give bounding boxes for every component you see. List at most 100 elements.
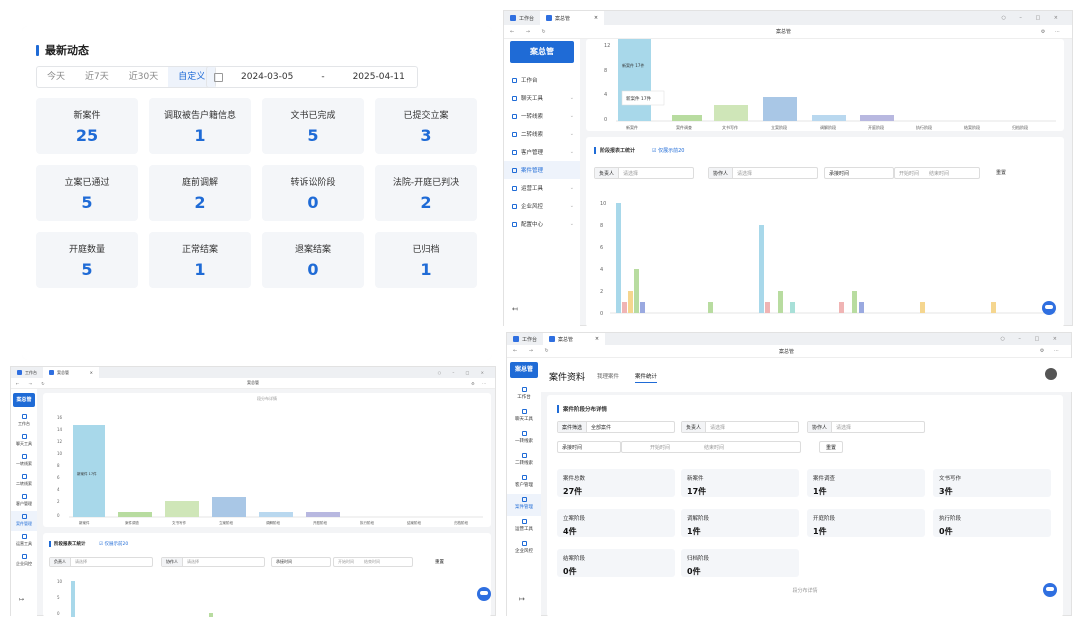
bar-investigation[interactable] [672, 115, 702, 121]
time-range-picker[interactable]: 开始时间 结束时间 [333, 557, 413, 567]
kpi-card[interactable]: 调取被告户籍信息 1 [149, 98, 251, 154]
case-filter-select[interactable]: 案件筛选 全部案件 [557, 421, 675, 433]
tab-workbench[interactable]: 工作台 [11, 367, 43, 378]
kpi-card[interactable]: 退案结案 0 [262, 232, 364, 288]
settings-more-icon[interactable]: ⚙ ⋯ [1039, 348, 1063, 354]
back-forward-reload-icon[interactable]: ← → ↻ [513, 348, 554, 354]
bar-new-case[interactable] [73, 425, 105, 517]
sidebar-item-config[interactable]: 配置中心 ⌄ [504, 215, 580, 233]
bar[interactable] [622, 302, 627, 313]
bar-filing[interactable] [212, 497, 246, 517]
top20-checkbox[interactable]: ☑ 仅展示前20 [99, 541, 128, 547]
sidebar-item-lead2[interactable]: 二转线索 [11, 471, 37, 491]
collapse-icon[interactable]: ↤ [512, 305, 518, 313]
kpi-card[interactable]: 已提交立案 3 [375, 98, 477, 154]
bar-writing[interactable] [165, 501, 199, 517]
sidebar-item-workbench[interactable]: 工作台 [504, 71, 580, 89]
avatar[interactable] [1045, 368, 1057, 380]
bar[interactable] [991, 302, 996, 313]
bar[interactable] [616, 203, 621, 313]
bar[interactable] [634, 269, 639, 313]
bar[interactable] [759, 225, 764, 313]
time-type-select[interactable]: 承接时间 [271, 557, 331, 567]
kpi-card[interactable]: 法院-开庭已判决 2 [375, 165, 477, 221]
tab-case-stats[interactable]: 案件统计 [635, 372, 658, 383]
sidebar-item-ops[interactable]: 运营工具 [507, 516, 541, 538]
bar[interactable] [790, 302, 795, 313]
assist-select[interactable]: 协作人 请选择 [807, 421, 925, 433]
sidebar-item-lead2[interactable]: 二转线索 ⌄ [504, 125, 580, 143]
tab-custom[interactable]: 自定义 [168, 67, 216, 87]
assist-select[interactable]: 协作人 请选择 [161, 557, 265, 567]
sidebar-item-lead1[interactable]: 一转线索 [507, 428, 541, 450]
sidebar-item-cases[interactable]: 案件管理 [11, 511, 37, 531]
bar[interactable] [920, 302, 925, 313]
kpi-card[interactable]: 开庭数量 5 [36, 232, 138, 288]
bar[interactable] [71, 581, 75, 617]
tab-today[interactable]: 今天 [47, 72, 66, 82]
back-forward-reload-icon[interactable]: ← → ↻ [510, 28, 551, 35]
tab-app[interactable]: 案总管 × [540, 11, 605, 25]
tab-workbench[interactable]: 工作台 [507, 333, 543, 345]
sidebar-item-ops[interactable]: 运营工具 ⌄ [504, 179, 580, 197]
time-type-select[interactable]: 承接时间 [824, 167, 894, 179]
bar-filing[interactable] [763, 97, 797, 121]
tab-app[interactable]: 案总管 × [543, 333, 606, 345]
time-range-picker[interactable]: 开始时间 结束时间 [894, 167, 980, 179]
tab-workbench[interactable]: 工作台 [504, 11, 540, 25]
sidebar-item-lead2[interactable]: 二转线索 [507, 450, 541, 472]
bar-hearing[interactable] [860, 115, 894, 121]
date-range-picker[interactable]: 2024-03-05 - 2025-04-11 [206, 66, 418, 88]
bar[interactable] [628, 291, 633, 313]
close-icon[interactable]: × [89, 370, 93, 375]
time-type-select[interactable]: 承接时间 [557, 441, 621, 453]
bar[interactable] [852, 291, 857, 313]
owner-select[interactable]: 负责人 请选择 [49, 557, 153, 567]
assist-select[interactable]: 协作人 请选择 [708, 167, 818, 179]
window-controls-icon[interactable]: ○ – □ × [1000, 336, 1063, 342]
sidebar-item-chat[interactable]: 聊天工具 ⌄ [504, 89, 580, 107]
sidebar-item-customers[interactable]: 客户管理 ⌄ [504, 143, 580, 161]
bar[interactable] [640, 302, 645, 313]
bar[interactable] [708, 302, 713, 313]
back-forward-reload-icon[interactable]: ← → ↻ [16, 380, 49, 386]
top20-checkbox[interactable]: ☑ 仅展示前20 [652, 147, 684, 154]
sidebar-item-risk[interactable]: 企业风控 ⌄ [504, 197, 580, 215]
window-controls-icon[interactable]: ○ – □ × [437, 370, 489, 375]
tab-30days[interactable]: 近30天 [128, 72, 159, 82]
tab-7days[interactable]: 近7天 [85, 72, 109, 82]
owner-select[interactable]: 负责人 请选择 [681, 421, 799, 433]
kpi-card[interactable]: 转诉讼阶段 0 [262, 165, 364, 221]
bar-hearing[interactable] [306, 512, 340, 517]
sidebar-item-lead1[interactable]: 一转线索 [11, 451, 37, 471]
bar-writing[interactable] [714, 105, 748, 121]
sidebar-item-chat[interactable]: 聊天工具 [11, 431, 37, 451]
collapse-icon[interactable]: ↦ [519, 595, 525, 603]
sidebar-item-lead1[interactable]: 一转线索 ⌄ [504, 107, 580, 125]
sidebar-item-workbench[interactable]: 工作台 [507, 384, 541, 406]
kpi-card[interactable]: 新案件 25 [36, 98, 138, 154]
sidebar-item-customers[interactable]: 客户管理 [507, 472, 541, 494]
assistant-robot-icon[interactable] [1042, 301, 1056, 315]
bar[interactable] [859, 302, 864, 313]
bar-mediation[interactable] [812, 115, 846, 121]
settings-more-icon[interactable]: ⚙ ⋯ [471, 380, 489, 386]
bar[interactable] [839, 302, 844, 313]
kpi-card[interactable]: 正常结案 1 [149, 232, 251, 288]
tab-app[interactable]: 案总管 × [43, 367, 99, 378]
owner-select[interactable]: 负责人 请选择 [594, 167, 694, 179]
reset-button[interactable]: 重置 [435, 560, 444, 565]
bar[interactable] [209, 613, 213, 617]
kpi-card[interactable]: 立案已通过 5 [36, 165, 138, 221]
kpi-card[interactable]: 文书已完成 5 [262, 98, 364, 154]
bar-mediation[interactable] [259, 512, 293, 517]
sidebar-item-risk[interactable]: 企业风控 [11, 551, 37, 571]
sidebar-item-workbench[interactable]: 工作台 [11, 411, 37, 431]
settings-more-icon[interactable]: ⚙ ⋯ [1040, 28, 1064, 35]
bar[interactable] [778, 291, 783, 313]
assistant-robot-icon[interactable] [1043, 583, 1057, 597]
kpi-card[interactable]: 已归档 1 [375, 232, 477, 288]
close-icon[interactable]: × [593, 15, 599, 21]
sidebar-item-cases[interactable]: 案件管理 [507, 494, 541, 516]
sidebar-item-customers[interactable]: 客户管理 [11, 491, 37, 511]
